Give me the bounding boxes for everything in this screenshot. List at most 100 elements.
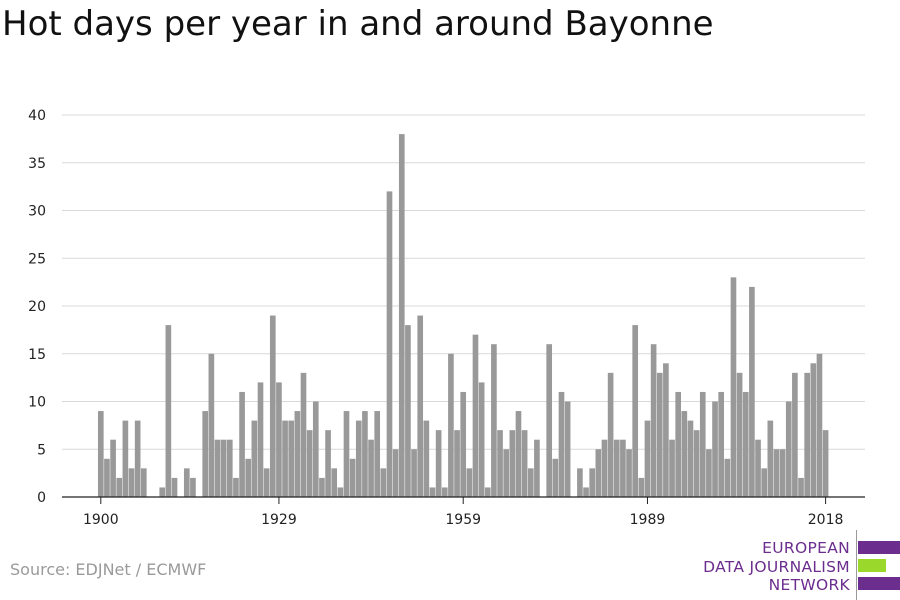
bar-2010 [773,449,780,497]
bar-2014 [798,477,804,497]
bar-2013 [792,372,798,497]
bar-1986 [626,449,632,497]
bar-1979 [583,487,589,497]
bar-1983 [607,372,614,497]
bar-1907 [140,468,147,497]
bar-1992 [663,363,669,497]
bar-1929 [276,382,282,497]
bar-1964 [491,344,497,497]
bar-2012 [785,401,792,497]
bar-1942 [355,420,362,497]
bar-1900 [97,411,104,497]
source-note: Source: EDJNet / ECMWF [10,560,207,579]
bar-1925 [251,420,258,497]
bar-1968 [515,411,522,497]
bar-1969 [521,430,528,497]
bar-2017 [816,353,823,497]
bar-1901 [104,458,110,497]
y-tick-label-0: 0 [37,490,46,506]
bar-2005 [742,391,749,497]
bar-1997 [693,430,700,497]
bar-2008 [761,468,768,497]
x-tick-label-1959: 1959 [445,512,481,528]
bar-1970 [527,468,534,497]
edjnet-logo[interactable]: EUROPEAN DATA JOURNALISM NETWORK [700,530,900,600]
bar-1950 [405,325,411,497]
bar-1951 [411,449,417,497]
bar-2001 [718,391,725,497]
bar-1924 [245,458,252,497]
bar-1935 [312,401,319,497]
y-tick-label-40: 40 [28,108,46,124]
logo-bar-purple-bottom [858,577,900,590]
bar-2000 [712,401,718,497]
bar-1946 [380,468,387,497]
bar-2018 [822,430,829,497]
bar-1994 [675,391,682,497]
bar-1937 [325,430,331,497]
bar-1939 [337,487,344,497]
bar-1991 [656,372,663,497]
bar-1995 [681,411,688,497]
logo-bar-purple-top [858,541,900,554]
bar-1993 [669,439,675,497]
bar-1989 [644,420,651,497]
bar-1928 [269,315,276,497]
bar-1903 [116,477,123,497]
bar-1961 [472,334,479,497]
bar-1905 [128,468,135,497]
bar-1981 [595,449,602,497]
bar-1921 [226,439,233,497]
bar-1914 [183,468,190,497]
bar-1963 [484,487,491,497]
bar-1957 [448,353,454,497]
x-tick-label-1929: 1929 [261,512,297,528]
bar-1965 [497,430,503,497]
bar-1960 [466,468,473,497]
bar-1999 [706,449,712,497]
bar-1917 [202,411,209,497]
bar-1940 [343,411,350,497]
bar-1927 [263,468,270,497]
bar-1980 [589,468,596,497]
bar-1984 [613,439,620,497]
bar-1985 [620,439,626,497]
y-tick-label-10: 10 [28,395,46,411]
bar-1918 [208,353,215,497]
bar-1932 [294,411,301,497]
bar-1990 [650,344,657,497]
bar-1945 [374,411,381,497]
bar-1956 [441,487,448,497]
bar-1931 [288,420,295,497]
bar-1944 [368,439,374,497]
bar-1978 [577,468,583,497]
bar-2002 [724,458,731,497]
y-tick-label-35: 35 [28,156,46,172]
bar-1966 [503,449,510,497]
bar-1996 [687,420,694,497]
bar-1947 [386,191,393,497]
y-tick-label-30: 30 [28,204,46,220]
bar-2009 [767,420,774,497]
bar-1926 [257,382,264,497]
logo-text-line-2: DATA JOURNALISM [703,558,850,576]
bar-2006 [749,286,755,497]
bar-1962 [478,382,485,497]
bar-1953 [423,420,430,497]
bar-1976 [564,401,571,497]
bar-2011 [779,449,786,497]
bar-1906 [134,420,141,497]
bar-2016 [810,363,817,497]
bar-1919 [214,439,221,497]
bar-1987 [632,325,639,497]
x-tick-label-2018: 2018 [808,512,844,528]
logo-bar-green [858,559,886,572]
chart-title: Hot days per year in and around Bayonne [2,4,714,44]
logo-text-line-3: NETWORK [768,576,850,594]
bar-1954 [429,487,436,497]
bar-1910 [159,487,166,497]
bar-1955 [435,430,442,497]
bar-1930 [282,420,288,497]
y-tick-label-5: 5 [37,442,46,458]
bar-1982 [601,439,608,497]
